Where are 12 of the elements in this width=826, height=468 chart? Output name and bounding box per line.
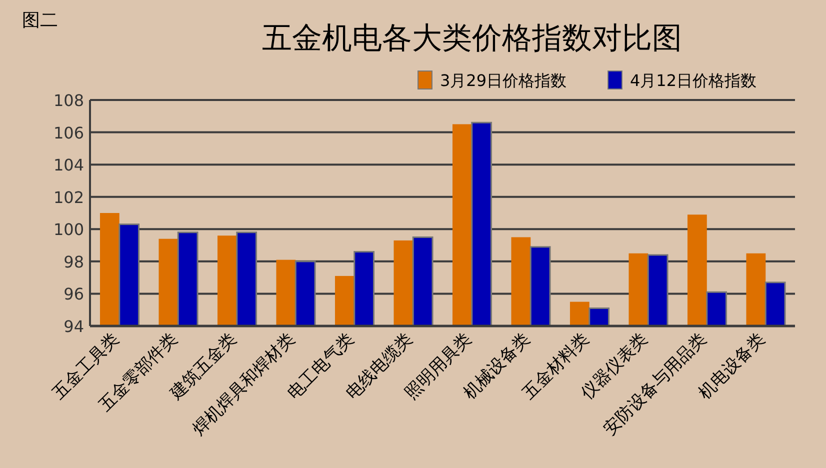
y-tick-label: 98	[64, 252, 84, 272]
y-tick-label: 106	[53, 123, 84, 142]
legend-label: 3月29日价格指数	[440, 71, 567, 90]
y-tick-label: 108	[53, 91, 84, 110]
chart-title: 五金机电各大类价格指数对比图	[262, 21, 682, 56]
y-tick-label: 94	[64, 317, 84, 336]
y-tick-label: 100	[53, 220, 84, 240]
y-tick-label: 102	[53, 188, 84, 207]
y-tick-label: 96	[64, 284, 84, 304]
legend-label: 4月12日价格指数	[630, 71, 757, 90]
text: 图二	[22, 10, 58, 31]
y-tick-label: 104	[53, 156, 84, 175]
